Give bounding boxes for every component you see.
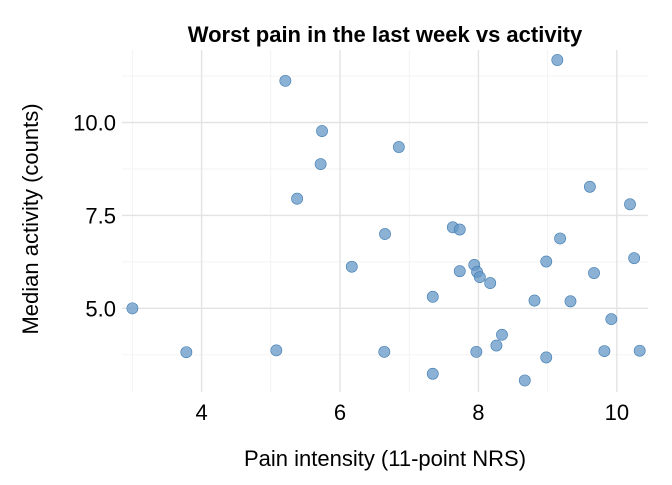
scatter-point <box>583 180 596 193</box>
scatter-point <box>314 158 327 171</box>
scatter-point <box>345 260 358 273</box>
x-axis-label: Pain intensity (11-point NRS) <box>244 446 526 471</box>
x-tick-label: 10 <box>605 400 629 425</box>
scatter-point <box>426 367 439 380</box>
scatter-point <box>490 339 503 352</box>
scatter-point <box>270 344 283 357</box>
scatter-point <box>426 290 439 303</box>
scatter-point <box>392 141 405 153</box>
x-tick-label: 8 <box>472 400 484 425</box>
x-tick-label: 4 <box>195 400 207 425</box>
scatter-point <box>378 345 391 358</box>
scatter-point <box>180 346 193 359</box>
scatter-point <box>540 351 553 364</box>
scatter-point <box>605 313 618 326</box>
scatter-point <box>554 232 567 245</box>
x-tick-label: 6 <box>334 400 346 425</box>
y-tick-label: 5.0 <box>85 296 116 321</box>
scatter-point <box>518 374 531 387</box>
scatter-point <box>470 345 483 358</box>
scatter-point <box>316 125 328 137</box>
scatter-point <box>564 295 577 308</box>
y-tick-label: 7.5 <box>85 203 116 228</box>
y-tick-label: 10.0 <box>73 110 116 135</box>
scatter-point <box>633 344 646 357</box>
scatter-point <box>540 255 553 268</box>
data-points <box>126 54 646 387</box>
scatter-point <box>453 223 466 236</box>
scatter-point <box>379 228 391 240</box>
tick-labels: 4 6 8 10 5.0 7.5 10.0 <box>73 110 629 425</box>
scatter-point <box>291 192 304 205</box>
grid-lines <box>122 50 648 392</box>
chart-title: Worst pain in the last week vs activity <box>188 22 583 47</box>
scatter-point <box>598 345 611 358</box>
scatter-point <box>279 74 292 87</box>
scatter-point <box>484 277 497 289</box>
scatter-point <box>624 198 636 211</box>
scatter-point <box>528 294 541 307</box>
scatter-point <box>496 328 508 341</box>
scatter-point <box>453 265 466 278</box>
scatter-point <box>628 252 641 265</box>
scatter-point <box>126 302 139 315</box>
scatter-point <box>473 271 486 284</box>
scatter-point <box>551 54 564 66</box>
scatter-point <box>588 267 600 279</box>
y-axis-label: Median activity (counts) <box>18 103 43 334</box>
